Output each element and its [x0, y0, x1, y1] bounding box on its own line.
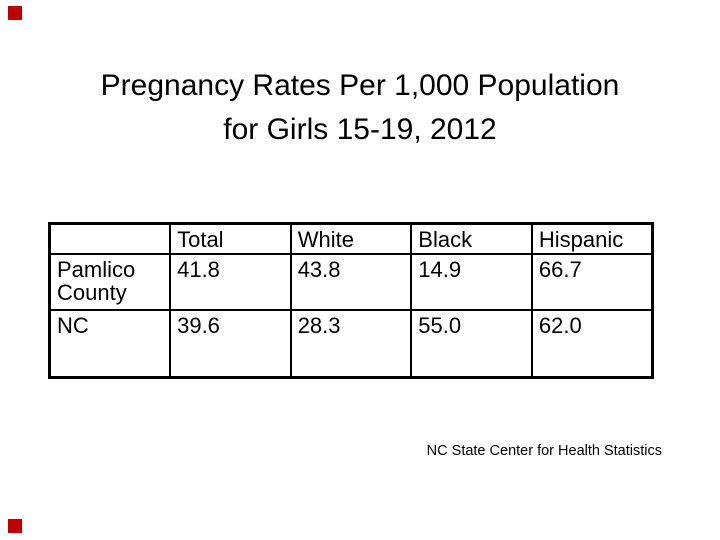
table-row-pamlico-county: Pamlico County 41.8 43.8 14.9 66.7 [48, 252, 654, 311]
row-label-pamlico-county: Pamlico County [48, 252, 172, 311]
table-header-row: Total White Black Hispanic [48, 222, 654, 255]
footer-credit: NC State Center for Health Statistics [426, 443, 662, 459]
value-pamlico-white: 43.8 [289, 252, 413, 311]
value-pamlico-total: 41.8 [169, 252, 292, 311]
value-nc-black: 55.0 [410, 308, 533, 379]
slide-title-line-1: Pregnancy Rates Per 1,000 Population [100, 69, 620, 102]
header-cell-blank [48, 222, 172, 255]
value-pamlico-black: 14.9 [410, 252, 533, 311]
value-nc-hispanic: 62.0 [530, 308, 654, 379]
header-cell-total: Total [169, 222, 292, 255]
slide-title: Pregnancy Rates Per 1,000 Population for… [0, 64, 720, 152]
header-cell-black: Black [410, 222, 533, 255]
header-cell-white: White [289, 222, 413, 255]
table-row-nc: NC 39.6 28.3 55.0 62.0 [48, 308, 654, 379]
value-pamlico-hispanic: 66.7 [530, 252, 654, 311]
slide-title-line-2: for Girls 15-19, 2012 [223, 113, 497, 146]
row-label-nc: NC [48, 308, 172, 379]
value-nc-total: 39.6 [169, 308, 292, 379]
corner-marker-bottom-left [8, 519, 22, 533]
pregnancy-rates-table: Total White Black Hispanic Pamlico Count… [48, 222, 654, 379]
corner-marker-top-left [8, 6, 22, 20]
header-cell-hispanic: Hispanic [530, 222, 654, 255]
value-nc-white: 28.3 [289, 308, 413, 379]
